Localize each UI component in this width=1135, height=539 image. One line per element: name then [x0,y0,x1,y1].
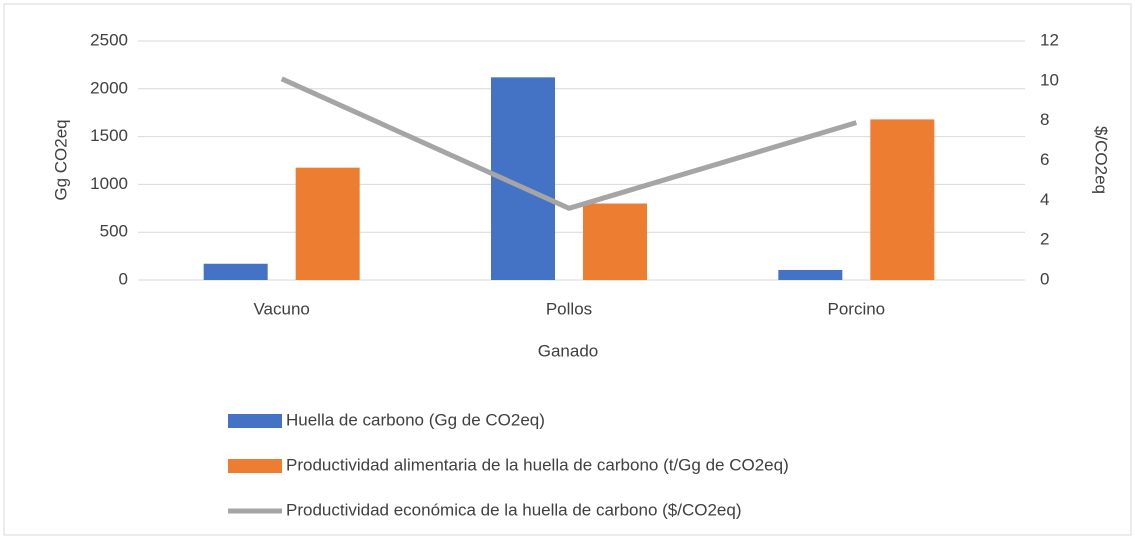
x-tick-label: Pollos [546,299,592,318]
legend-label: Productividad económica de la huella de … [286,500,742,519]
x-axis-title: Ganado [538,341,599,360]
y-tick-label: 0 [119,269,128,288]
legend-swatch [228,459,282,473]
y2-tick-label: 12 [1040,30,1059,49]
legend-label: Huella de carbono (Gg de CO2eq) [286,410,545,429]
y2-axis-title: $/CO2eq [1092,126,1111,194]
y-tick-label: 1500 [90,126,128,145]
y2-tick-label: 8 [1040,110,1049,129]
y2-tick-label: 10 [1040,70,1059,89]
x-tick-label: Vacuno [253,299,309,318]
y2-tick-label: 6 [1040,150,1049,169]
bar [583,203,647,280]
bar [295,167,360,280]
y2-tick-label: 0 [1040,269,1049,288]
y-axis-title: Gg CO2eq [51,119,70,200]
y-tick-label: 2000 [90,78,128,97]
y2-tick-label: 2 [1040,230,1049,249]
y-tick-label: 1000 [90,174,128,193]
chart-border [3,3,1132,536]
bar [870,119,935,280]
bar [778,269,843,280]
y-tick-label: 2500 [90,30,128,49]
legend-swatch [228,414,282,428]
bar [203,263,268,280]
x-tick-label: Porcino [828,299,886,318]
line-series [280,76,858,211]
y2-tick-label: 4 [1040,190,1049,209]
legend-label: Productividad alimentaria de la huella d… [286,455,789,474]
y-tick-label: 500 [100,222,128,241]
